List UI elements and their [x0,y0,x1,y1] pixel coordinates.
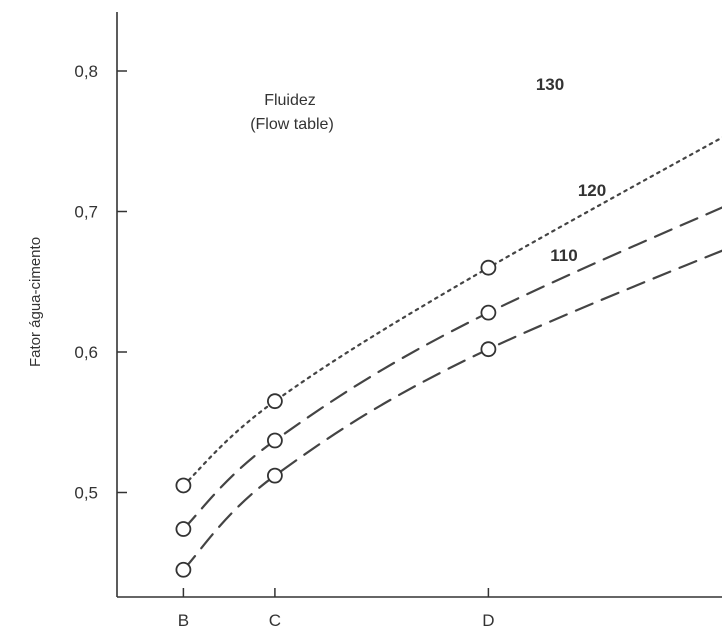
annotation-line-2: (Flow table) [250,116,334,133]
data-point [480,259,497,276]
ticks: 0,50,60,70,8BCDE [74,62,494,630]
x-tick-label: D [482,611,494,630]
series-label-130: 130 [536,75,564,94]
annotation-line-1: Fluidez [264,92,316,109]
data-point [266,393,283,410]
data-point [266,467,283,484]
series-line-110 [182,249,722,571]
series-lines [182,136,722,571]
data-point [480,341,497,358]
x-tick-label: B [178,611,189,630]
series-points [175,259,497,578]
series-labels: 130 120 110 [536,75,606,265]
y-tick-label: 0,8 [74,62,98,81]
x-tick-label: C [269,611,281,630]
data-point [175,561,192,578]
y-tick-label: 0,6 [74,343,98,362]
series-line-120 [182,206,722,531]
data-point [480,304,497,321]
y-axis-title: Fator água-cimento [27,237,44,367]
data-point [266,432,283,449]
data-point [175,521,192,537]
y-tick-label: 0,5 [74,484,98,503]
y-tick-label: 0,7 [74,203,98,222]
series-label-110: 110 [550,246,577,265]
axes [116,12,722,598]
data-point [175,477,192,494]
series-line-130 [182,136,722,487]
series-label-120: 120 [578,181,606,200]
